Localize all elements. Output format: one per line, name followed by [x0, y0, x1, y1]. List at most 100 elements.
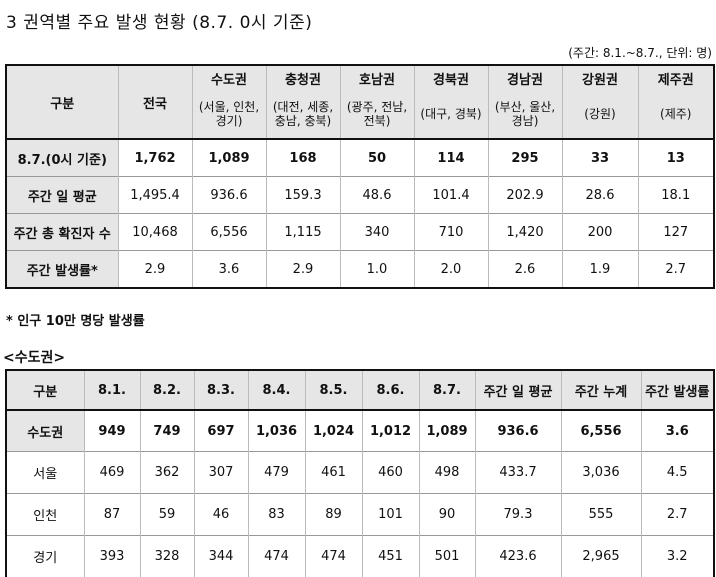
table-cell: 1.9 — [562, 251, 638, 289]
table-cell: 10,468 — [118, 214, 192, 251]
table-cell: 101 — [362, 494, 419, 536]
table-cell: 6,556 — [192, 214, 266, 251]
table-cell: 6,556 — [561, 410, 641, 452]
table-cell: 1,089 — [192, 139, 266, 177]
table-cell: 1,115 — [266, 214, 340, 251]
column-header: 주간 발생률 — [641, 370, 714, 410]
row-label: 인천 — [6, 494, 84, 536]
table-cell: 362 — [140, 452, 194, 494]
column-header: 8.2. — [140, 370, 194, 410]
table-cell: 433.7 — [475, 452, 561, 494]
region-header: 수도권 — [192, 65, 266, 90]
table-cell: 127 — [638, 214, 714, 251]
row-label: 경기 — [6, 536, 84, 577]
table-cell: 479 — [248, 452, 305, 494]
table-cell: 936.6 — [192, 177, 266, 214]
table-cell: 451 — [362, 536, 419, 577]
row-label: 주간 일 평균 — [6, 177, 118, 214]
table-cell: 202.9 — [488, 177, 562, 214]
table-cell: 936.6 — [475, 410, 561, 452]
table-cell: 2.0 — [414, 251, 488, 289]
table-cell: 295 — [488, 139, 562, 177]
table-cell: 498 — [419, 452, 475, 494]
table-cell: 168 — [266, 139, 340, 177]
row-label: 수도권 — [6, 410, 84, 452]
table-cell: 48.6 — [340, 177, 414, 214]
region-subheader: (서울, 인천, 경기) — [192, 90, 266, 139]
region-header: 제주권 — [638, 65, 714, 90]
table-cell: 328 — [140, 536, 194, 577]
table-cell: 697 — [194, 410, 248, 452]
table-cell: 461 — [305, 452, 362, 494]
table-cell: 59 — [140, 494, 194, 536]
table-cell: 1,495.4 — [118, 177, 192, 214]
table-cell: 344 — [194, 536, 248, 577]
table-cell: 2.9 — [118, 251, 192, 289]
region-header: 호남권 — [340, 65, 414, 90]
table-cell: 2.7 — [641, 494, 714, 536]
table-cell: 87 — [84, 494, 140, 536]
table-cell: 200 — [562, 214, 638, 251]
column-header: 구분 — [6, 370, 84, 410]
region-subheader: (대구, 경북) — [414, 90, 488, 139]
table-cell: 89 — [305, 494, 362, 536]
regional-summary-table: 구분 전국 수도권 충청권 호남권 경북권 경남권 강원권 제주권 (서울, 인… — [5, 64, 715, 289]
region-subheader: (대전, 세종, 충남, 충북) — [266, 90, 340, 139]
region-subheader: (제주) — [638, 90, 714, 139]
table-cell: 13 — [638, 139, 714, 177]
table-cell: 949 — [84, 410, 140, 452]
table-cell: 159.3 — [266, 177, 340, 214]
region-subheader: (광주, 전남, 전북) — [340, 90, 414, 139]
table-cell: 18.1 — [638, 177, 714, 214]
table-cell: 114 — [414, 139, 488, 177]
column-header: 주간 누계 — [561, 370, 641, 410]
table-cell: 1.0 — [340, 251, 414, 289]
page-title: 3 권역별 주요 발생 현황 (8.7. 0시 기준) — [6, 8, 312, 33]
column-header: 8.4. — [248, 370, 305, 410]
table-cell: 101.4 — [414, 177, 488, 214]
row-label: 주간 발생률* — [6, 251, 118, 289]
column-header: 8.3. — [194, 370, 248, 410]
column-header: 주간 일 평균 — [475, 370, 561, 410]
table-cell: 749 — [140, 410, 194, 452]
table-cell: 3.2 — [641, 536, 714, 577]
row-label: 8.7.(0시 기준) — [6, 139, 118, 177]
table-cell: 2.7 — [638, 251, 714, 289]
table-cell: 2.6 — [488, 251, 562, 289]
table-cell: 1,420 — [488, 214, 562, 251]
section-subtitle: <수도권> — [3, 347, 65, 367]
table-cell: 501 — [419, 536, 475, 577]
table-cell: 460 — [362, 452, 419, 494]
table-cell: 2.9 — [266, 251, 340, 289]
corner-header: 구분 — [6, 65, 118, 139]
table-cell: 474 — [248, 536, 305, 577]
region-header: 경남권 — [488, 65, 562, 90]
table-cell: 3,036 — [561, 452, 641, 494]
table-cell: 46 — [194, 494, 248, 536]
table-cell: 50 — [340, 139, 414, 177]
table-cell: 1,036 — [248, 410, 305, 452]
region-subheader: (강원) — [562, 90, 638, 139]
region-header: 충청권 — [266, 65, 340, 90]
table-cell: 474 — [305, 536, 362, 577]
table-cell: 4.5 — [641, 452, 714, 494]
table-cell: 1,762 — [118, 139, 192, 177]
region-subheader: (부산, 울산, 경남) — [488, 90, 562, 139]
column-header: 8.6. — [362, 370, 419, 410]
table-cell: 393 — [84, 536, 140, 577]
table-cell: 1,089 — [419, 410, 475, 452]
region-header: 강원권 — [562, 65, 638, 90]
unit-note: (주간: 8.1.~8.7., 단위: 명) — [568, 44, 712, 61]
column-header: 8.5. — [305, 370, 362, 410]
table-cell: 33 — [562, 139, 638, 177]
row-label: 주간 총 확진자 수 — [6, 214, 118, 251]
table-cell: 28.6 — [562, 177, 638, 214]
